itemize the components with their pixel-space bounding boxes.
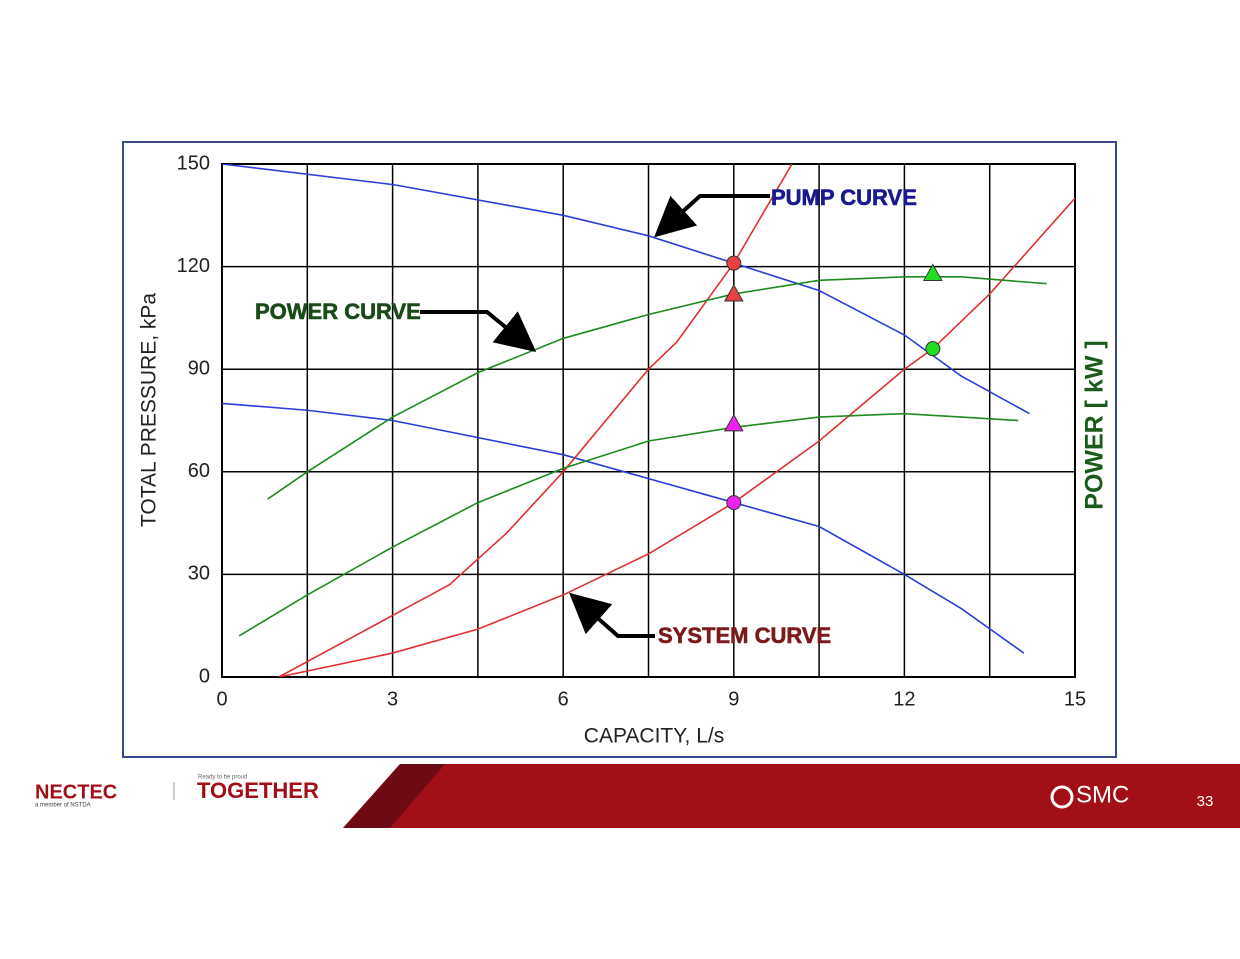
y-axis-label: TOTAL PRESSURE, kPa (138, 293, 161, 527)
y-tick-label: 150 (177, 152, 210, 174)
y-tick-label: 90 (188, 357, 210, 379)
x-tick-label: 6 (558, 688, 569, 710)
footer-band (343, 764, 1240, 828)
curve (238, 412, 1019, 637)
annotation: POWER CURVE (255, 299, 421, 324)
y-tick-label: 60 (188, 460, 210, 482)
annotation-arrow (654, 194, 770, 238)
x-axis-label: CAPACITY, L/s (584, 725, 724, 748)
annotation: SYSTEM CURVE (658, 623, 831, 648)
page-number: 33 (1197, 793, 1214, 810)
y-tick-label: 120 (177, 255, 210, 277)
x-tick-label: 15 (1064, 688, 1086, 710)
curve (278, 164, 793, 677)
y-tick-label: 30 (188, 563, 210, 585)
annotation-arrow (569, 592, 655, 638)
y2-axis-label: POWER [ kW ] (1081, 340, 1109, 509)
logo-right: SMC (1076, 781, 1129, 808)
tagline-small: Ready to be proud (198, 775, 247, 781)
x-tick-label: 9 (728, 688, 739, 710)
marker (726, 255, 742, 271)
logo-left: NECTEC (35, 781, 117, 803)
annotation-arrow (420, 310, 537, 353)
plot-frame (221, 163, 1076, 678)
footer-accent (343, 764, 445, 828)
logo-right-icon (1050, 785, 1074, 809)
marker (723, 413, 744, 432)
marker (723, 283, 744, 302)
annotation: PUMP CURVE (771, 185, 917, 210)
x-tick-label: 0 (216, 688, 227, 710)
marker (726, 495, 742, 511)
x-tick-label: 3 (387, 688, 398, 710)
logo-left-sub: a member of NSTDA (35, 803, 91, 809)
curve (267, 276, 1047, 500)
x-tick-label: 12 (893, 688, 915, 710)
marker (925, 341, 941, 357)
tagline: TOGETHER (197, 778, 319, 803)
marker (922, 263, 943, 281)
y-tick-label: 0 (199, 665, 210, 687)
